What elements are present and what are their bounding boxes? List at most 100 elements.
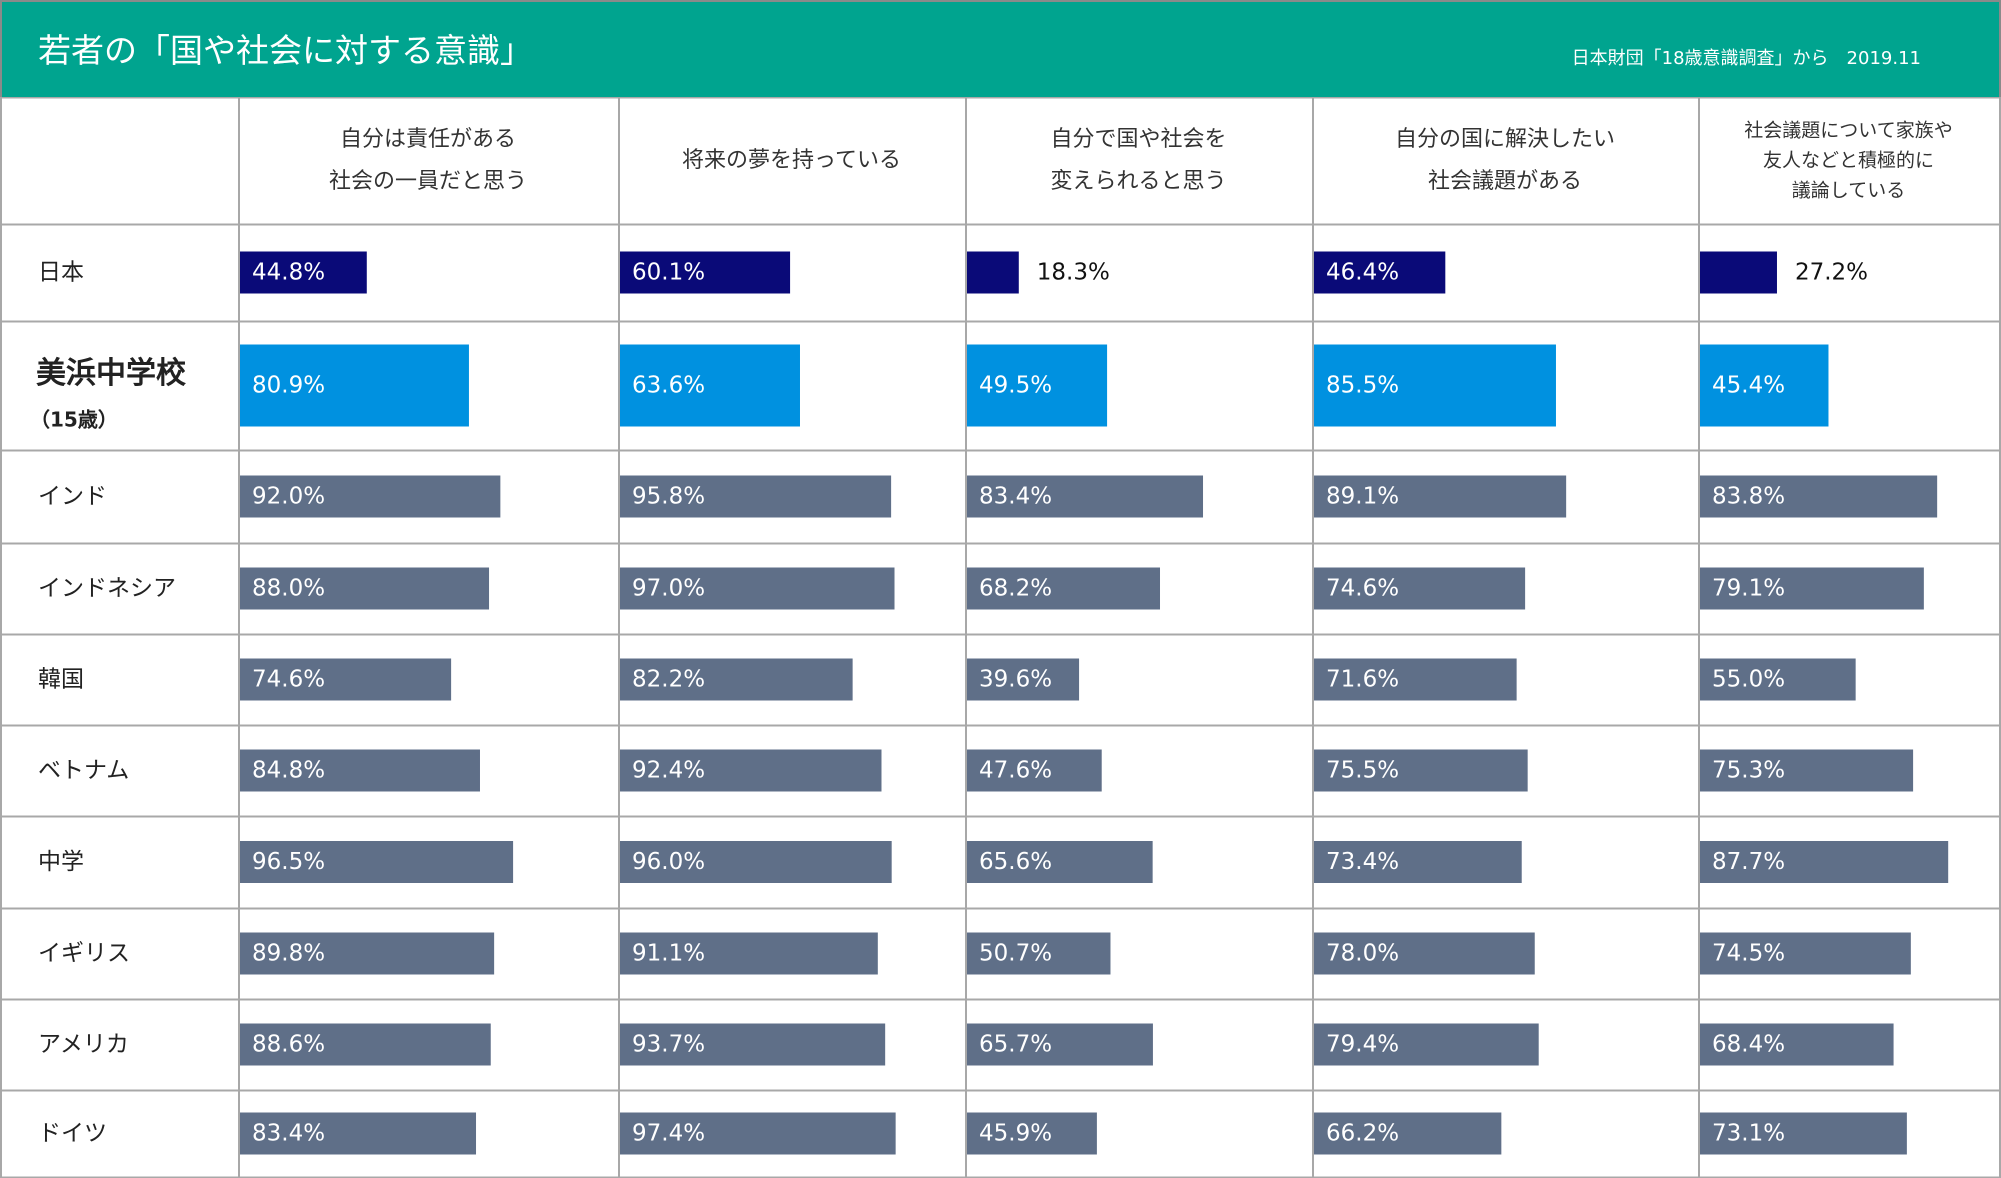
data-label: 83.8% (1712, 484, 1785, 510)
bar (1314, 932, 1535, 975)
data-label: 78.0% (1326, 941, 1399, 967)
bar (1314, 841, 1522, 883)
bar (240, 1023, 491, 1066)
bar (1700, 344, 1829, 427)
bar (967, 841, 1153, 883)
source-note: 日本財団「18歳意識調査」から 2019.11 (1571, 48, 1921, 69)
column-header-line: 将来の夢を持っている (682, 148, 901, 173)
data-label: 88.6% (252, 1032, 325, 1058)
data-label: 95.8% (632, 484, 705, 510)
data-label: 87.7% (1712, 849, 1785, 875)
data-label: 89.8% (252, 941, 325, 967)
page-title: 若者の「国や社会に対する意識」 (38, 31, 533, 70)
bar (1314, 344, 1556, 427)
bar (620, 1023, 886, 1066)
bar (620, 251, 791, 294)
row-label: ドイツ (38, 1121, 107, 1147)
data-label: 83.4% (252, 1121, 325, 1147)
data-label: 50.7% (979, 941, 1052, 967)
data-label: 66.2% (1326, 1121, 1399, 1147)
column-header-line: 社会議題がある (1428, 169, 1582, 194)
bar (967, 251, 1019, 294)
data-label: 68.4% (1712, 1032, 1785, 1058)
data-label: 65.7% (979, 1032, 1052, 1058)
data-label: 92.0% (252, 484, 325, 510)
bar (240, 344, 469, 427)
bar (620, 749, 882, 792)
column-header-line: 友人などと積極的に (1763, 150, 1934, 172)
bar (620, 1112, 896, 1155)
bar (1314, 567, 1526, 610)
data-label: 82.2% (632, 667, 705, 693)
column-header-line: 社会の一員だと思う (329, 169, 527, 194)
data-label: 84.8% (252, 758, 325, 784)
data-label: 49.5% (979, 373, 1052, 399)
column-header-line: 自分で国や社会を (1050, 127, 1226, 152)
data-label: 75.3% (1712, 758, 1785, 784)
bar (620, 841, 892, 883)
data-label: 74.5% (1712, 941, 1785, 967)
data-label: 39.6% (979, 667, 1052, 693)
row-label: ベトナム (38, 758, 129, 784)
data-label: 91.1% (632, 941, 705, 967)
data-label: 55.0% (1712, 667, 1785, 693)
bar (620, 475, 892, 518)
data-label: 47.6% (979, 758, 1052, 784)
bar (1700, 251, 1777, 294)
bar (1314, 251, 1446, 294)
bar (1700, 658, 1856, 701)
bar (240, 567, 490, 610)
data-label: 60.1% (632, 260, 705, 286)
bar (1700, 1112, 1907, 1155)
data-label: 45.9% (979, 1121, 1052, 1147)
data-label: 75.5% (1326, 758, 1399, 784)
data-label: 73.1% (1712, 1121, 1785, 1147)
bar (240, 658, 452, 701)
bar (967, 658, 1080, 701)
data-label: 65.6% (979, 849, 1052, 875)
bar (967, 749, 1102, 792)
data-label: 92.4% (632, 758, 705, 784)
data-label: 74.6% (252, 667, 325, 693)
bar (1700, 567, 1924, 610)
data-label: 71.6% (1326, 667, 1399, 693)
bar (967, 1112, 1097, 1155)
bar (1314, 1112, 1502, 1155)
data-label: 96.5% (252, 849, 325, 875)
bar (620, 658, 853, 701)
data-label: 18.3% (1037, 260, 1110, 286)
bar (1314, 475, 1567, 518)
data-label: 74.6% (1326, 576, 1399, 602)
bar (967, 344, 1108, 427)
row-label: アメリカ (38, 1032, 129, 1058)
row-sublabel: （15歳） (30, 408, 118, 432)
data-label: 97.0% (632, 576, 705, 602)
row-label: インドネシア (38, 576, 176, 602)
data-label: 85.5% (1326, 373, 1399, 399)
bar (967, 1023, 1153, 1066)
bar (240, 841, 514, 883)
data-label: 73.4% (1326, 849, 1399, 875)
column-header-line: 変えられると思う (1050, 169, 1226, 194)
bar (1314, 1023, 1539, 1066)
data-label: 80.9% (252, 373, 325, 399)
data-label: 88.0% (252, 576, 325, 602)
column-header-line: 社会議題について家族や (1744, 120, 1952, 142)
row-label: インド (38, 484, 107, 510)
bar (967, 932, 1111, 975)
bar (1700, 749, 1914, 792)
bar (240, 475, 501, 518)
data-label: 97.4% (632, 1121, 705, 1147)
data-label: 68.2% (979, 576, 1052, 602)
bar (1314, 749, 1528, 792)
data-label: 44.8% (252, 260, 325, 286)
row-label: 美浜中学校 (36, 356, 186, 391)
data-label: 83.4% (979, 484, 1052, 510)
bar (240, 749, 480, 792)
bar (240, 1112, 477, 1155)
data-label: 46.4% (1326, 260, 1399, 286)
row-label: イギリス (38, 941, 130, 967)
row-label: 日本 (38, 260, 84, 286)
data-label: 45.4% (1712, 373, 1785, 399)
